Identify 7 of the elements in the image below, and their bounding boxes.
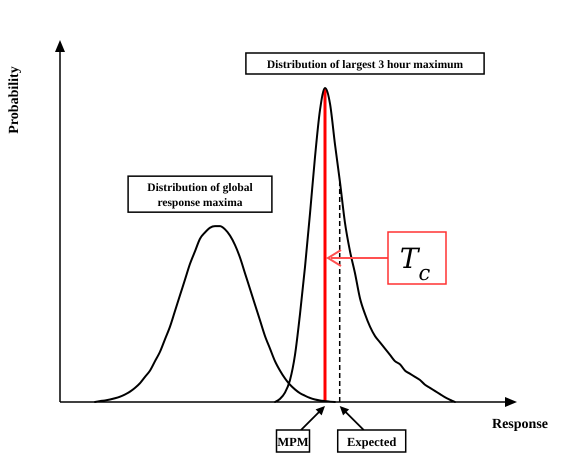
text: Distribution of global response maxima <box>147 182 253 210</box>
y-axis-title: Probability <box>7 66 22 134</box>
text: MPM <box>277 435 309 449</box>
text: Expected <box>347 435 396 449</box>
text: Distribution of largest 3 hour maximum <box>266 59 464 71</box>
x-axis-title: Response <box>492 417 548 432</box>
annotation: T$_{c}$ <box>400 242 430 285</box>
